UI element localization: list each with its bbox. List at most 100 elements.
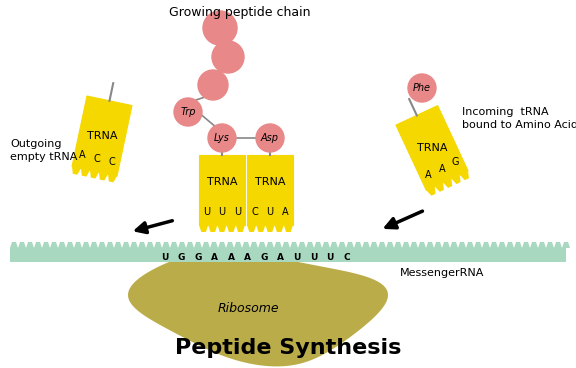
Polygon shape [410, 242, 418, 248]
Polygon shape [74, 242, 82, 248]
Text: U: U [310, 254, 317, 262]
Polygon shape [90, 170, 99, 178]
Polygon shape [362, 242, 370, 248]
Polygon shape [418, 242, 426, 248]
Text: C: C [94, 153, 101, 163]
Polygon shape [50, 242, 58, 248]
Polygon shape [538, 242, 546, 248]
Polygon shape [138, 242, 146, 248]
Polygon shape [284, 225, 293, 232]
Text: A: A [282, 208, 289, 217]
Polygon shape [218, 242, 226, 248]
Polygon shape [194, 242, 202, 248]
Text: Peptide Synthesis: Peptide Synthesis [175, 338, 401, 358]
Polygon shape [178, 242, 186, 248]
Text: A: A [425, 170, 431, 180]
Text: U: U [234, 208, 241, 217]
Polygon shape [346, 242, 354, 248]
Polygon shape [338, 242, 346, 248]
Polygon shape [99, 172, 108, 180]
Polygon shape [72, 166, 81, 175]
Circle shape [198, 70, 228, 100]
Text: TRNA: TRNA [207, 177, 237, 187]
Polygon shape [108, 174, 117, 183]
Text: A: A [438, 164, 445, 174]
Polygon shape [460, 171, 469, 180]
Text: C: C [343, 254, 350, 262]
Polygon shape [98, 242, 106, 248]
Text: C: C [251, 208, 258, 217]
Text: Trp: Trp [180, 107, 196, 117]
Text: C: C [109, 157, 116, 167]
Polygon shape [275, 225, 284, 232]
Polygon shape [554, 242, 562, 248]
Polygon shape [234, 242, 242, 248]
Polygon shape [514, 242, 522, 248]
Polygon shape [322, 242, 330, 248]
Text: Incoming  tRNA
bound to Amino Acid: Incoming tRNA bound to Amino Acid [462, 107, 576, 130]
Polygon shape [452, 175, 461, 184]
Text: U: U [293, 254, 301, 262]
Text: MessengerRNA: MessengerRNA [400, 268, 484, 278]
Polygon shape [10, 242, 18, 248]
Bar [10, 248, 566, 262]
Polygon shape [426, 187, 435, 196]
Polygon shape [210, 242, 218, 248]
Polygon shape [34, 242, 42, 248]
Polygon shape [58, 242, 66, 248]
Polygon shape [247, 225, 256, 232]
Polygon shape [378, 242, 386, 248]
Polygon shape [130, 242, 138, 248]
Text: G: G [178, 254, 185, 262]
Polygon shape [530, 242, 538, 248]
Polygon shape [81, 168, 90, 177]
Text: U: U [161, 254, 169, 262]
Polygon shape [26, 242, 34, 248]
Circle shape [212, 41, 244, 73]
Polygon shape [217, 225, 226, 232]
Polygon shape [250, 242, 258, 248]
Polygon shape [274, 242, 282, 248]
Text: G: G [260, 254, 268, 262]
Polygon shape [522, 242, 530, 248]
Polygon shape [256, 225, 266, 232]
Bar [72, 96, 132, 176]
Text: Lys: Lys [214, 133, 230, 143]
Circle shape [203, 11, 237, 45]
Polygon shape [290, 242, 298, 248]
Polygon shape [146, 242, 154, 248]
Text: A: A [79, 151, 85, 160]
Polygon shape [154, 242, 162, 248]
Polygon shape [266, 225, 275, 232]
Polygon shape [66, 242, 74, 248]
Polygon shape [426, 242, 434, 248]
Polygon shape [298, 242, 306, 248]
Text: G: G [194, 254, 202, 262]
Circle shape [256, 124, 284, 152]
Bar [247, 155, 293, 225]
Text: Phe: Phe [413, 83, 431, 93]
Polygon shape [170, 242, 178, 248]
Text: A: A [228, 254, 234, 262]
Text: TRNA: TRNA [417, 143, 447, 153]
Text: U: U [327, 254, 334, 262]
Text: TRNA: TRNA [255, 177, 285, 187]
Text: Growing peptide chain: Growing peptide chain [169, 6, 310, 19]
Polygon shape [128, 252, 388, 367]
Text: G: G [452, 158, 460, 167]
Polygon shape [18, 242, 26, 248]
Polygon shape [458, 242, 466, 248]
Polygon shape [546, 242, 554, 248]
Text: Ribosome: Ribosome [217, 302, 279, 315]
Polygon shape [82, 242, 90, 248]
Text: Asp: Asp [261, 133, 279, 143]
Polygon shape [42, 242, 50, 248]
Polygon shape [474, 242, 482, 248]
Polygon shape [330, 242, 338, 248]
Polygon shape [490, 242, 498, 248]
Polygon shape [162, 242, 170, 248]
Polygon shape [106, 242, 114, 248]
Text: U: U [203, 208, 210, 217]
Polygon shape [450, 242, 458, 248]
Polygon shape [266, 242, 274, 248]
